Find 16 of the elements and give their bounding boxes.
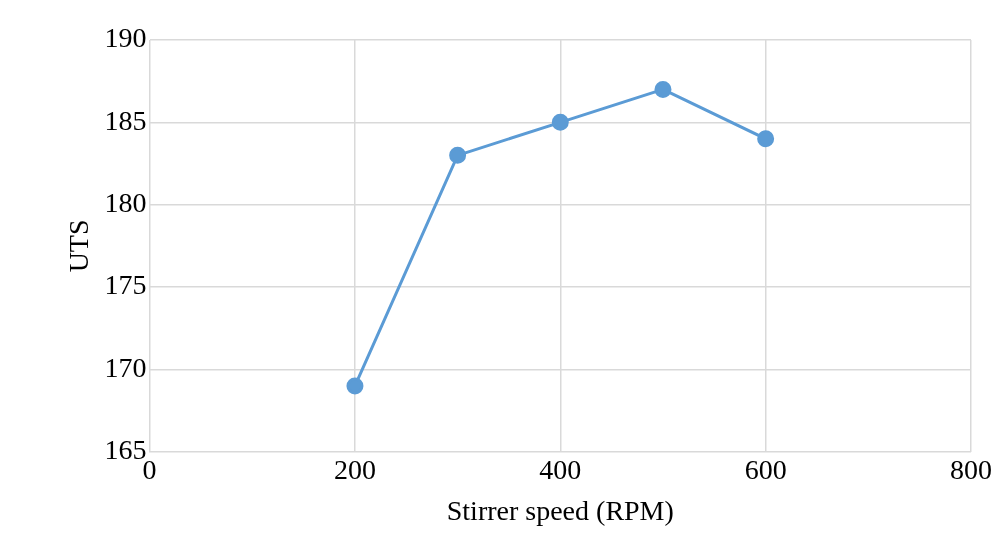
y-axis-title: UTS [63, 219, 95, 273]
x-tick-label: 400 [539, 453, 582, 485]
x-tick-label: 800 [950, 453, 992, 485]
point [449, 146, 467, 164]
x-tick-label: 600 [744, 453, 787, 485]
y-tick-label: 185 [104, 104, 147, 136]
point [346, 377, 364, 395]
y-tick-label: 170 [104, 351, 147, 383]
y-tick-label: 190 [104, 22, 147, 54]
point [757, 130, 775, 148]
x-tick-label: 200 [333, 453, 376, 485]
y-tick-label: 175 [104, 269, 147, 301]
x-axis-title: Stirrer speed (RPM) [446, 494, 674, 526]
y-tick-label: 180 [104, 187, 147, 219]
point [654, 80, 672, 98]
point [551, 113, 569, 131]
